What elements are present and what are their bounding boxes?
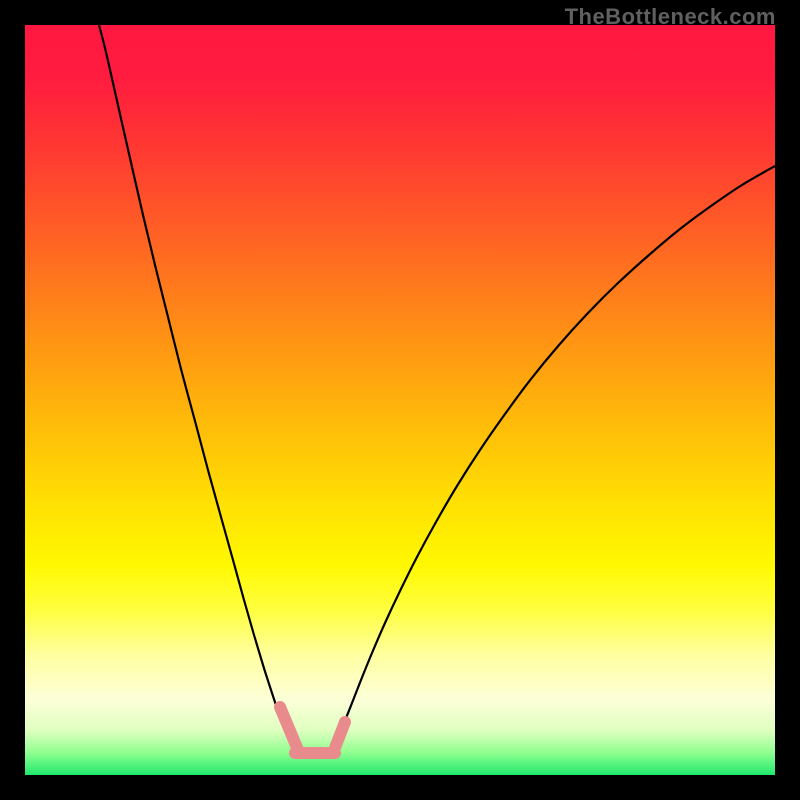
- attribution-text: TheBottleneck.com: [565, 4, 776, 30]
- marker-right: [333, 722, 345, 753]
- plot-area: [25, 25, 775, 775]
- curve-left: [99, 25, 296, 752]
- curve-right: [332, 166, 775, 752]
- trough-markers: [280, 707, 345, 753]
- marker-left: [280, 707, 298, 750]
- chart-container: TheBottleneck.com: [0, 0, 800, 800]
- curves-layer: [25, 25, 775, 775]
